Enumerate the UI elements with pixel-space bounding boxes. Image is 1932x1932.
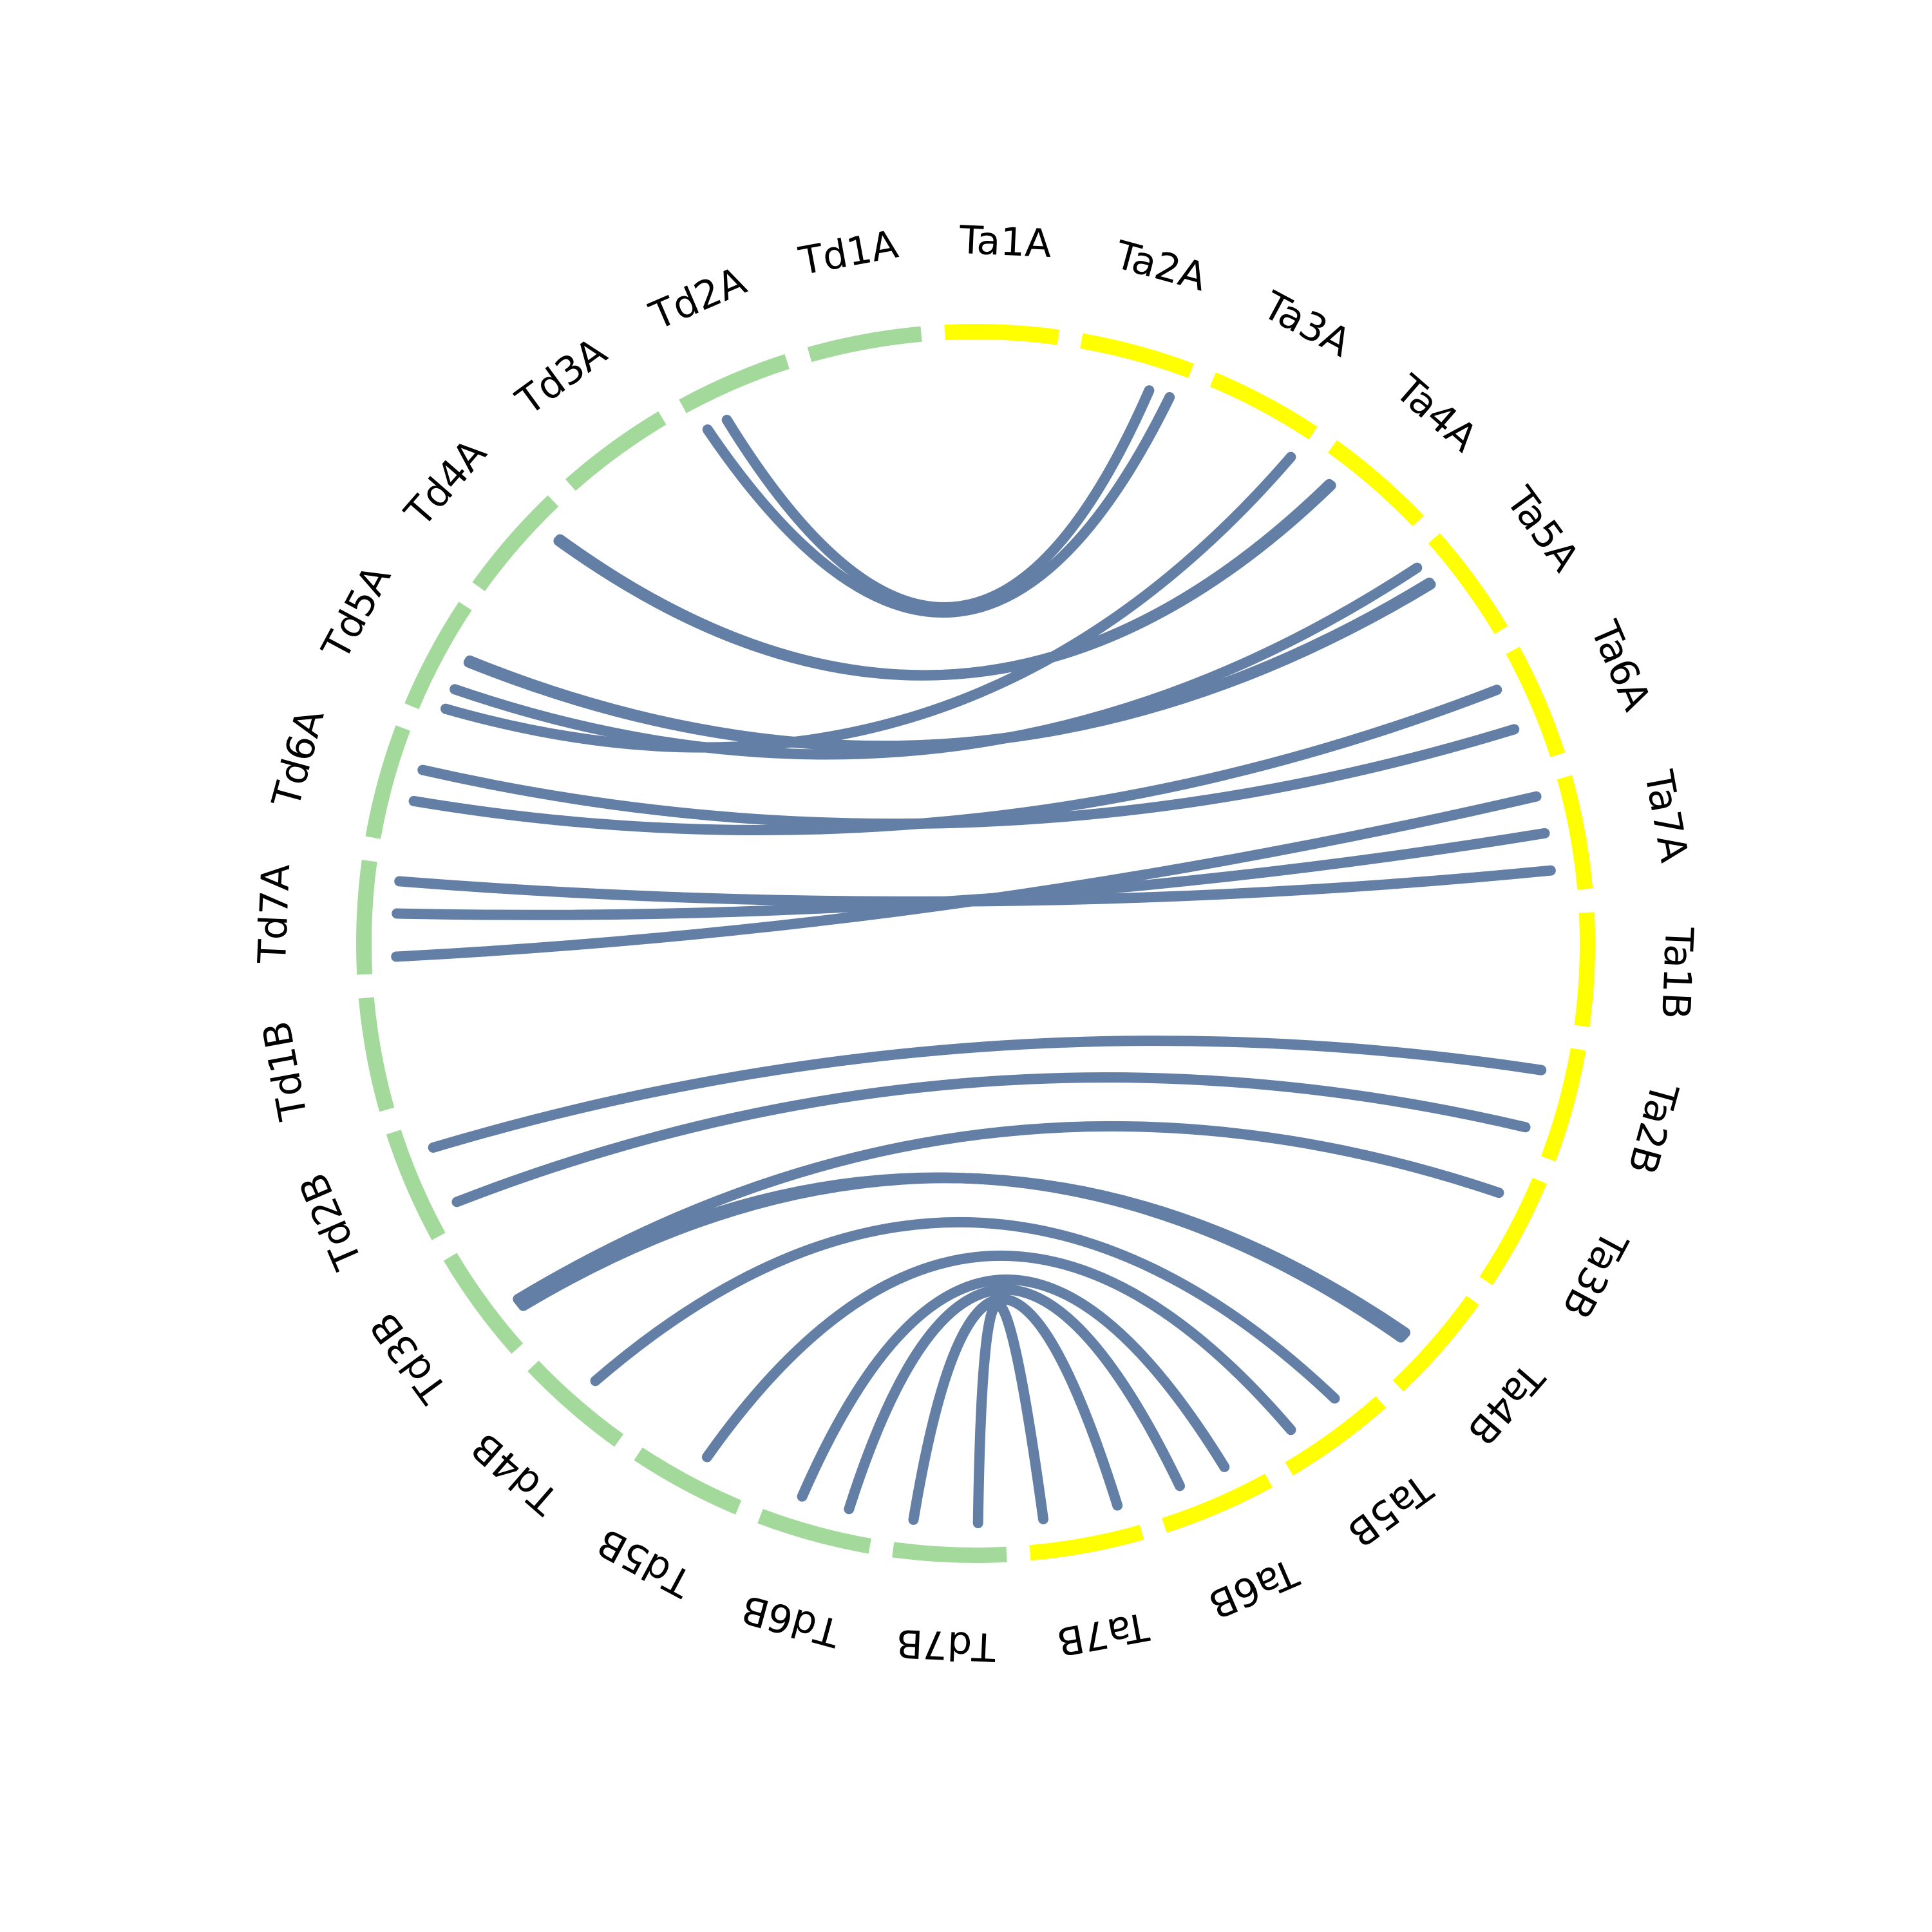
- chromosome-segment-td5a: [404, 601, 472, 710]
- synteny-link-td7a-ta7a: [394, 865, 1556, 907]
- chromosome-label-td3a: Td3A: [507, 329, 614, 424]
- synteny-link-td5b-ta5b: [701, 1250, 1296, 1463]
- synteny-link-td5a-ta3a: [440, 451, 1296, 753]
- chromosome-label-ta5a: Ta5A: [1497, 478, 1587, 580]
- chromosome-label-td1a: Td1A: [795, 222, 902, 285]
- chromosome-segment-td3a: [565, 411, 667, 491]
- chromosome-segment-ta7a: [1557, 775, 1593, 890]
- chromosome-label-td2b: Td2B: [290, 1166, 372, 1276]
- chromosome-segment-ta4b: [1392, 1295, 1479, 1392]
- synteny-link-td4b-ta5b: [590, 1217, 1340, 1404]
- chromosome-segment-td2a: [679, 354, 790, 413]
- synteny-link-td7b-ta7b: [972, 1299, 1048, 1528]
- chromosome-segment-ta6a: [1506, 647, 1566, 757]
- chromosome-segment-ta1b: [1574, 912, 1595, 1027]
- chromosome-label-ta4b: Ta4B: [1458, 1354, 1553, 1453]
- chromosome-segment-td4a: [472, 495, 559, 592]
- chromosome-segment-td7b: [892, 1542, 1007, 1563]
- chromosome-segment-td1a: [807, 326, 922, 363]
- chromosome-segment-ta6b: [1162, 1473, 1273, 1533]
- synteny-link-td2b-ta2b: [451, 1072, 1531, 1208]
- chromosome-label-ta1a: Ta1A: [958, 218, 1052, 267]
- chromosome-segment-td7a: [356, 860, 377, 975]
- chromosome-label-td5a: Td5A: [313, 558, 400, 667]
- chromosome-label-td3b: Td3B: [361, 1304, 457, 1412]
- chromosome-segment-td3b: [443, 1253, 524, 1354]
- synteny-link-td3b-ta4b: [514, 1172, 1406, 1343]
- chromosome-segment-ta2a: [1080, 333, 1194, 379]
- chromosome-label-ta2a: Ta2A: [1110, 232, 1211, 300]
- synteny-link-td2b-ta2b: [428, 1036, 1547, 1153]
- synteny-link-td5a-ta5a: [463, 577, 1435, 752]
- synteny-link-td6b-ta6b: [844, 1284, 1185, 1515]
- chromosome-segment-ta5a: [1428, 533, 1508, 634]
- synteny-link-td6b-ta6b: [797, 1274, 1230, 1502]
- synteny-link-td4a-ta4a: [553, 478, 1334, 681]
- chromosome-segment-td6a: [365, 725, 411, 839]
- synteny-link-td2a-ta2a: [721, 385, 1155, 613]
- chromosome-segment-ta7b: [1029, 1524, 1144, 1561]
- chromosome-label-td1b: Td1B: [254, 1018, 317, 1124]
- chromosome-label-td5b: Td5B: [590, 1519, 699, 1606]
- chromosome-label-td6a: Td6A: [263, 705, 333, 813]
- chromosome-label-td4a: Td4A: [396, 431, 495, 536]
- chromosome-label-ta3a: Ta3A: [1255, 283, 1358, 366]
- chromosome-segment-ta3b: [1479, 1177, 1547, 1285]
- chromosome-segment-td4b: [527, 1360, 624, 1447]
- chromosome-segment-td6b: [757, 1508, 871, 1554]
- chromosome-label-td4b: Td4B: [463, 1424, 568, 1524]
- synteny-links: [391, 385, 1556, 1528]
- synteny-link-td6a-ta6a: [417, 724, 1520, 829]
- chromosome-label-ta4a: Ta4A: [1387, 366, 1486, 460]
- chromosome-segment-ta2b: [1540, 1048, 1586, 1162]
- chromosome-label-ta7b: Ta7B: [1054, 1603, 1153, 1664]
- chromosome-segment-td5b: [634, 1447, 742, 1515]
- chromosome-label-td7a: Td7A: [250, 863, 299, 965]
- chromosome-segment-ta4a: [1327, 440, 1424, 527]
- synteny-link-td7b-ta7b: [908, 1294, 1123, 1525]
- chromosome-label-ta7a: Ta7A: [1635, 766, 1696, 866]
- synteny-link-td3b-ta3b: [513, 1121, 1504, 1305]
- chromosome-segment-td2b: [386, 1130, 446, 1240]
- chromosome-label-ta6a: Ta6A: [1581, 614, 1659, 717]
- chromosome-ring: [356, 324, 1595, 1563]
- chromosome-label-ta6b: Ta6B: [1202, 1549, 1305, 1627]
- chromosome-segment-ta1a: [944, 324, 1059, 345]
- chromosome-label-ta3b: Ta3B: [1553, 1223, 1637, 1326]
- synteny-link-td2a-ta2a: [702, 392, 1175, 618]
- chromosome-label-td7b: Td7B: [895, 1620, 997, 1670]
- chromosome-segment-td1b: [358, 997, 395, 1112]
- chromosome-label-td6b: Td6B: [737, 1586, 845, 1655]
- chromosome-segment-ta3a: [1209, 372, 1318, 440]
- chromosome-label-ta1b: Ta1B: [1653, 925, 1701, 1020]
- chromosome-segment-ta5b: [1285, 1396, 1387, 1476]
- synteny-link-td6a-ta6a: [408, 685, 1502, 836]
- chromosome-label-td2a: Td2A: [643, 258, 753, 339]
- chromosome-label-ta5b: Ta5B: [1340, 1464, 1441, 1555]
- chromosome-label-ta2b: Ta2B: [1619, 1077, 1687, 1179]
